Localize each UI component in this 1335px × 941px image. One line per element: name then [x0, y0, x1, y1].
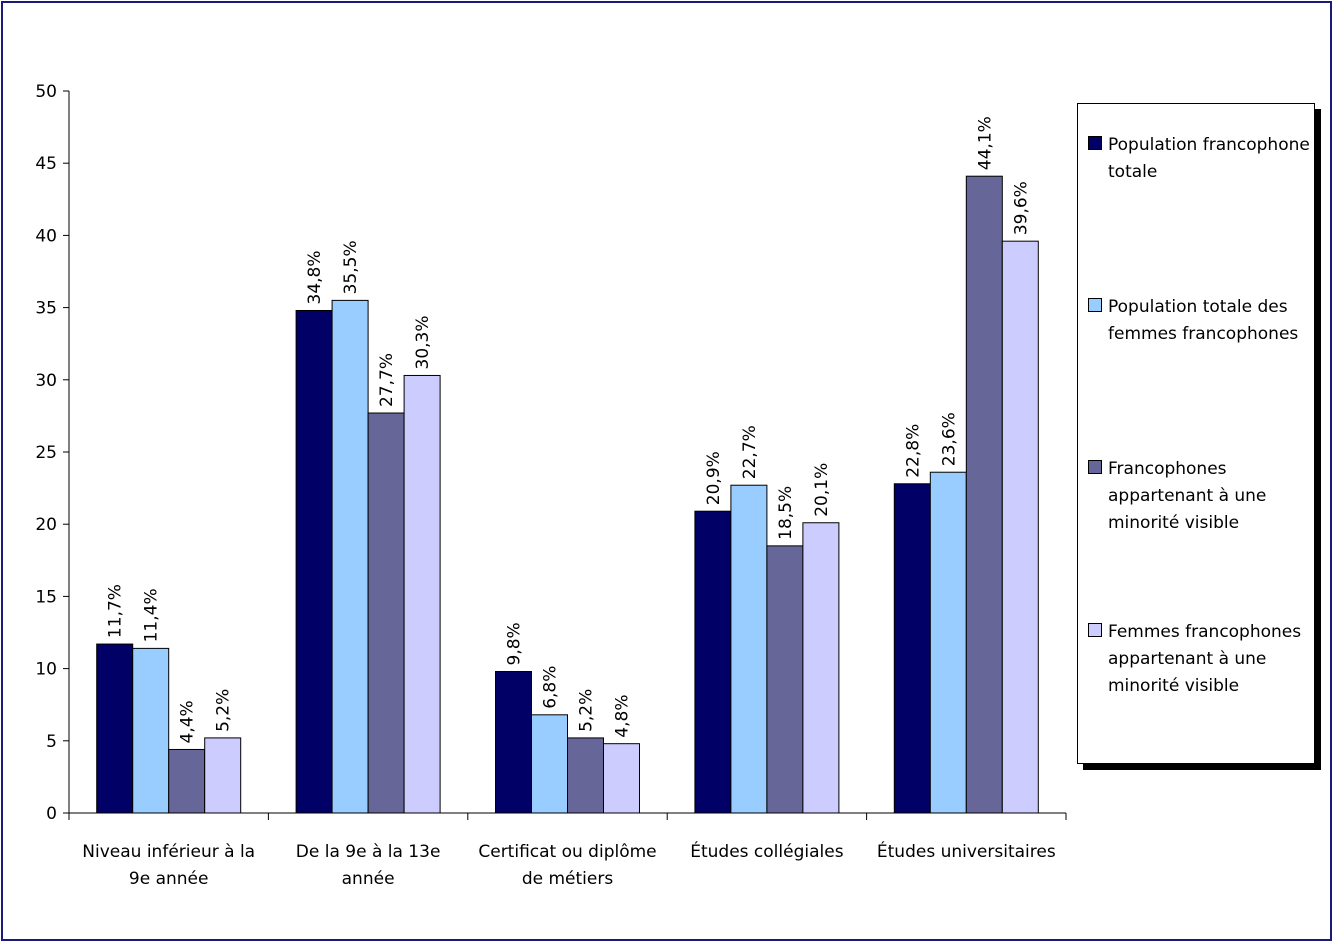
bar: [1001, 240, 1039, 814]
y-tick-label: 20: [35, 515, 57, 535]
bar: [495, 670, 532, 814]
bar: [694, 510, 732, 814]
data-label: 39,6%: [1011, 181, 1031, 235]
data-label: 5,2%: [577, 689, 597, 732]
data-label: 18,5%: [776, 486, 796, 540]
data-label: 27,7%: [377, 353, 397, 407]
y-tick-label: 40: [35, 226, 57, 246]
bar: [965, 175, 1003, 814]
data-label: 4,8%: [613, 694, 633, 737]
data-labels: 11,7% 34,8% 9,8% 20,9% 22,8% 11,4% 35,5% 6,8% 22…: [106, 116, 1032, 743]
legend-swatch: [1088, 136, 1102, 150]
legend-label: Population totale des femmes francophone…: [1108, 297, 1299, 344]
bar: [403, 374, 441, 814]
data-label: 44,1%: [975, 116, 995, 170]
legend: Population francophone totale Population …: [1077, 103, 1315, 764]
data-label: 22,8%: [903, 424, 923, 478]
legend-label: Femmes francophones appartenant à une mi…: [1108, 622, 1302, 696]
legend-swatch: [1088, 623, 1102, 637]
y-tick-label: 50: [35, 82, 57, 102]
y-tick-label: 5: [46, 732, 57, 752]
bars: [96, 175, 1039, 814]
data-label: 11,4%: [142, 588, 162, 642]
y-tick-label: 25: [35, 443, 57, 463]
data-label: 22,7%: [740, 425, 760, 479]
bar-chart: 0 5 10 15 20 25 30 35 40 45 50 Niveau inférieur à …: [35, 82, 1067, 889]
data-label: 11,7%: [106, 584, 126, 638]
legend-label: Francophones appartenant à une minorité …: [1108, 459, 1267, 533]
x-axis: Niveau inférieur à la 9e année De la 9e à …: [68, 812, 1067, 889]
data-label: 23,6%: [939, 412, 959, 466]
bar: [802, 522, 840, 814]
x-tick-label: De la 9e à la 13e année: [296, 842, 441, 889]
bar: [766, 545, 804, 814]
bar: [367, 412, 405, 814]
data-label: 35,5%: [341, 240, 361, 294]
y-tick-label: 15: [35, 587, 57, 607]
x-tick-label: Études collégiales: [690, 840, 843, 862]
bar: [603, 743, 640, 814]
data-label: 20,9%: [704, 451, 724, 505]
x-tick-label: Niveau inférieur à la 9e année: [82, 842, 255, 889]
bar: [96, 643, 134, 814]
y-tick-label: 35: [35, 299, 57, 319]
bar: [531, 714, 568, 814]
y-tick-label: 0: [46, 804, 57, 824]
bar: [567, 737, 604, 814]
y-axis: 0 5 10 15 20 25 30 35 40 45 50: [35, 82, 70, 824]
bar: [168, 748, 206, 814]
legend-swatch: [1088, 298, 1102, 312]
x-tick-label: Certificat ou diplôme de métiers: [478, 842, 656, 889]
data-label: 30,3%: [413, 315, 433, 369]
bar: [132, 647, 170, 814]
data-label: 20,1%: [812, 463, 832, 517]
legend-label: Population francophone totale: [1108, 135, 1310, 182]
data-label: 9,8%: [505, 622, 525, 665]
x-tick-label: Études universitaires: [877, 840, 1056, 862]
data-label: 5,2%: [214, 689, 234, 732]
bar: [730, 484, 768, 814]
data-label: 34,8%: [305, 250, 325, 304]
bar: [893, 483, 931, 814]
y-tick-label: 30: [35, 371, 57, 391]
data-label: 4,4%: [178, 700, 198, 743]
legend-swatch: [1088, 460, 1102, 474]
bar: [204, 737, 242, 814]
bar: [295, 309, 333, 814]
bar: [929, 471, 967, 814]
bar: [331, 299, 369, 814]
y-tick-label: 10: [35, 660, 57, 680]
data-label: 6,8%: [541, 666, 561, 709]
y-tick-label: 45: [35, 154, 57, 174]
